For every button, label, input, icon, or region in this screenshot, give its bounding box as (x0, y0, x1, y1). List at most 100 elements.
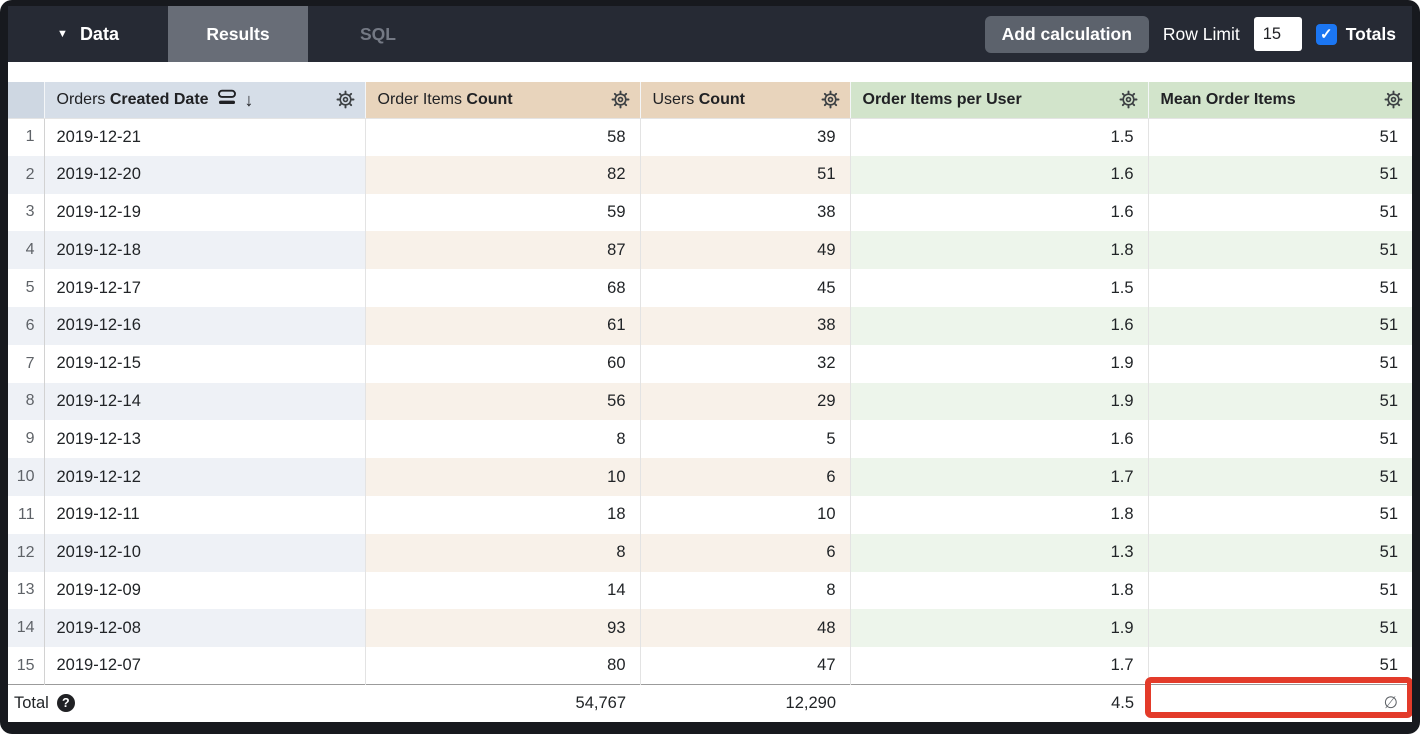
cell-mean-order-items[interactable]: 51 (1148, 155, 1412, 194)
cell-created-date[interactable]: 2019-12-10 (44, 533, 366, 572)
column-header-orders-created-date[interactable]: Orders Created Date ↓ (44, 82, 366, 119)
cell-order-items-per-user[interactable]: 1.5 (850, 118, 1149, 156)
cell-order-items-count[interactable]: 8 (365, 533, 641, 572)
cell-order-items-per-user[interactable]: 1.9 (850, 382, 1149, 421)
cell-mean-order-items[interactable]: 51 (1148, 533, 1412, 572)
header-row: Orders Created Date ↓ (8, 82, 1412, 119)
cell-mean-order-items[interactable]: 51 (1148, 382, 1412, 421)
cell-mean-order-items[interactable]: 51 (1379, 127, 1398, 146)
cell-mean-order-items[interactable]: 51 (1148, 231, 1412, 270)
cell-users-count[interactable]: 10 (640, 495, 851, 534)
cell-order-items-per-user[interactable]: 1.7 (850, 458, 1149, 496)
cell-order-items-per-user[interactable]: 1.8 (850, 571, 1149, 610)
total-users-count[interactable]: 12,290 (640, 684, 850, 721)
topbar-controls: Add calculation Row Limit ✓ Totals (984, 6, 1412, 62)
gear-icon[interactable] (1119, 90, 1139, 110)
cell-users-count[interactable]: 39 (640, 118, 851, 156)
cell-users-count[interactable]: 38 (640, 306, 851, 345)
cell-created-date[interactable]: 2019-12-12 (44, 458, 366, 496)
fill-icon[interactable] (217, 89, 237, 111)
cell-mean-order-items[interactable]: 51 (1379, 202, 1398, 221)
cell-users-count[interactable]: 47 (640, 647, 851, 685)
cell-created-date[interactable]: 2019-12-19 (44, 193, 366, 232)
cell-order-items-count[interactable]: 14 (365, 571, 641, 610)
cell-order-items-count[interactable]: 80 (365, 647, 641, 685)
cell-users-count[interactable]: 51 (640, 155, 851, 194)
cell-created-date[interactable]: 2019-12-16 (44, 306, 366, 345)
gear-icon[interactable] (1383, 90, 1403, 110)
cell-order-items-per-user[interactable]: 1.9 (850, 344, 1149, 383)
column-header-order-items-per-user[interactable]: Order Items per User (850, 82, 1149, 119)
cell-created-date[interactable]: 2019-12-08 (44, 609, 366, 648)
cell-mean-order-items[interactable]: 51 (1148, 609, 1412, 648)
cell-order-items-per-user[interactable]: 1.9 (850, 609, 1149, 648)
tab-sql[interactable]: SQL (308, 6, 448, 62)
cell-order-items-per-user[interactable]: 1.6 (850, 306, 1149, 345)
gear-icon[interactable] (336, 90, 356, 110)
total-order-items-per-user[interactable]: 4.5 (850, 684, 1148, 721)
cell-users-count[interactable]: 48 (640, 609, 851, 648)
cell-order-items-count[interactable]: 56 (365, 382, 641, 421)
cell-created-date[interactable]: 2019-12-20 (44, 155, 366, 194)
cell-mean-order-items[interactable]: 51 (1148, 458, 1412, 496)
cell-order-items-count[interactable]: 8 (365, 420, 641, 459)
cell-order-items-count[interactable]: 61 (365, 306, 641, 345)
cell-order-items-count[interactable]: 59 (365, 193, 641, 232)
cell-order-items-per-user[interactable]: 1.6 (850, 155, 1149, 194)
cell-order-items-count[interactable]: 82 (365, 155, 641, 194)
cell-created-date[interactable]: 2019-12-14 (44, 382, 366, 421)
gear-icon[interactable] (821, 90, 841, 110)
add-calculation-button[interactable]: Add calculation (984, 15, 1149, 53)
cell-created-date[interactable]: 2019-12-07 (44, 647, 366, 685)
cell-users-count[interactable]: 6 (640, 533, 851, 572)
sort-desc-icon[interactable]: ↓ (244, 89, 254, 110)
cell-order-items-per-user[interactable]: 1.6 (850, 420, 1149, 459)
cell-order-items-per-user[interactable]: 1.3 (850, 533, 1149, 572)
cell-mean-order-items[interactable]: 51 (1379, 505, 1398, 524)
cell-created-date[interactable]: 2019-12-11 (44, 495, 366, 534)
cell-users-count[interactable]: 49 (640, 231, 851, 270)
data-menu-toggle[interactable]: ▼ Data (8, 6, 168, 62)
cell-order-items-per-user[interactable]: 1.7 (850, 647, 1149, 685)
total-mean-order-items[interactable]: ∅ (1145, 677, 1412, 721)
totals-checkbox[interactable]: ✓ (1315, 23, 1337, 45)
gear-icon[interactable] (611, 90, 631, 110)
cell-users-count[interactable]: 5 (640, 420, 851, 459)
total-order-items-count[interactable]: 54,767 (365, 684, 640, 721)
cell-created-date[interactable]: 2019-12-09 (44, 571, 366, 610)
cell-mean-order-items[interactable]: 51 (1379, 354, 1398, 373)
tab-results[interactable]: Results (168, 6, 308, 62)
cell-users-count[interactable]: 8 (640, 571, 851, 610)
help-icon[interactable]: ? (56, 694, 75, 713)
cell-created-date[interactable]: 2019-12-13 (44, 420, 366, 459)
cell-order-items-count[interactable]: 93 (365, 609, 641, 648)
column-header-users-count[interactable]: Users Count (640, 82, 851, 119)
cell-users-count[interactable]: 29 (640, 382, 851, 421)
cell-order-items-count[interactable]: 10 (365, 458, 641, 496)
cell-users-count[interactable]: 38 (640, 193, 851, 232)
cell-order-items-per-user[interactable]: 1.6 (850, 193, 1149, 232)
cell-mean-order-items[interactable]: 51 (1148, 306, 1412, 345)
cell-order-items-count[interactable]: 58 (365, 118, 641, 156)
cell-mean-order-items[interactable]: 51 (1379, 429, 1398, 448)
cell-order-items-per-user[interactable]: 1.8 (850, 231, 1149, 270)
cell-order-items-count[interactable]: 60 (365, 344, 641, 383)
cell-mean-order-items[interactable]: 51 (1379, 656, 1398, 675)
cell-users-count[interactable]: 32 (640, 344, 851, 383)
cell-users-count[interactable]: 45 (640, 269, 851, 307)
column-header-order-items-count[interactable]: Order Items Count (365, 82, 641, 119)
cell-mean-order-items[interactable]: 51 (1379, 278, 1398, 297)
cell-users-count[interactable]: 6 (640, 458, 851, 496)
column-header-mean-order-items[interactable]: Mean Order Items (1148, 82, 1412, 119)
cell-order-items-count[interactable]: 18 (365, 495, 641, 534)
cell-created-date[interactable]: 2019-12-15 (44, 344, 366, 383)
cell-created-date[interactable]: 2019-12-21 (44, 118, 366, 156)
cell-mean-order-items[interactable]: 51 (1379, 580, 1398, 599)
cell-order-items-per-user[interactable]: 1.5 (850, 269, 1149, 307)
cell-order-items-count[interactable]: 87 (365, 231, 641, 270)
cell-order-items-count[interactable]: 68 (365, 269, 641, 307)
cell-order-items-per-user[interactable]: 1.8 (850, 495, 1149, 534)
cell-created-date[interactable]: 2019-12-17 (44, 269, 366, 307)
cell-created-date[interactable]: 2019-12-18 (44, 231, 366, 270)
row-limit-input[interactable] (1253, 17, 1302, 51)
